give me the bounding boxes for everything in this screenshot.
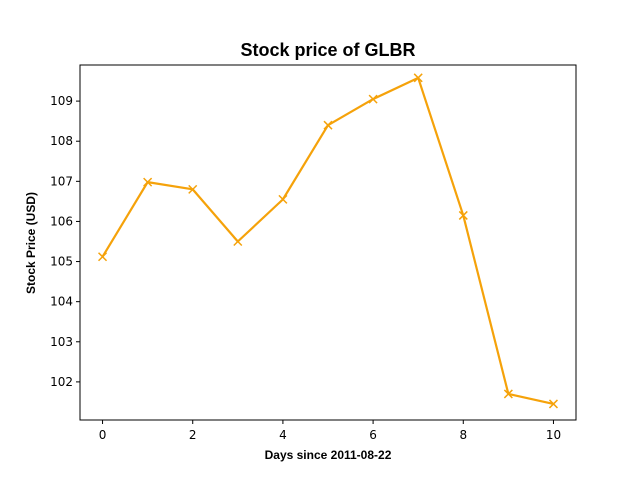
- data-point-marker: [413, 73, 423, 83]
- data-point-marker: [278, 194, 288, 204]
- data-point-marker: [368, 94, 378, 104]
- data-point-marker: [188, 184, 198, 194]
- y-tick-label: 107: [50, 174, 73, 188]
- data-point-marker: [98, 252, 108, 262]
- data-point-marker: [233, 236, 243, 247]
- data-point-marker: [458, 210, 468, 220]
- y-axis-label: Stock Price (USD): [24, 192, 38, 294]
- plot-area-frame: [79, 64, 577, 421]
- data-point-marker: [503, 389, 513, 399]
- y-tick-label: 106: [50, 214, 73, 228]
- x-tick-label: 2: [189, 428, 197, 442]
- x-tick-label: 10: [546, 428, 561, 442]
- chart-title: Stock price of GLBR: [240, 40, 415, 60]
- y-tick-label: 105: [50, 255, 73, 269]
- y-tick-label: 109: [50, 94, 73, 108]
- x-tick-label: 6: [369, 428, 377, 442]
- y-tick-label: 108: [50, 134, 73, 148]
- y-axis: 102 103 104 105 106 107 108 109: [50, 94, 80, 389]
- x-tick-label: 8: [459, 428, 467, 442]
- data-point-marker: [143, 177, 153, 187]
- y-tick-label: 102: [50, 375, 73, 389]
- y-tick-label: 104: [50, 295, 73, 309]
- x-axis: 0 2 4 6 8 10: [99, 420, 561, 442]
- data-point-marker: [323, 120, 333, 130]
- x-tick-label: 0: [99, 428, 107, 442]
- data-point-marker: [548, 399, 558, 409]
- y-tick-label: 103: [50, 335, 73, 349]
- series-line: [101, 76, 554, 406]
- x-tick-label: 4: [279, 428, 287, 442]
- x-axis-label: Days since 2011-08-22: [265, 448, 392, 462]
- series-layer: [98, 73, 558, 409]
